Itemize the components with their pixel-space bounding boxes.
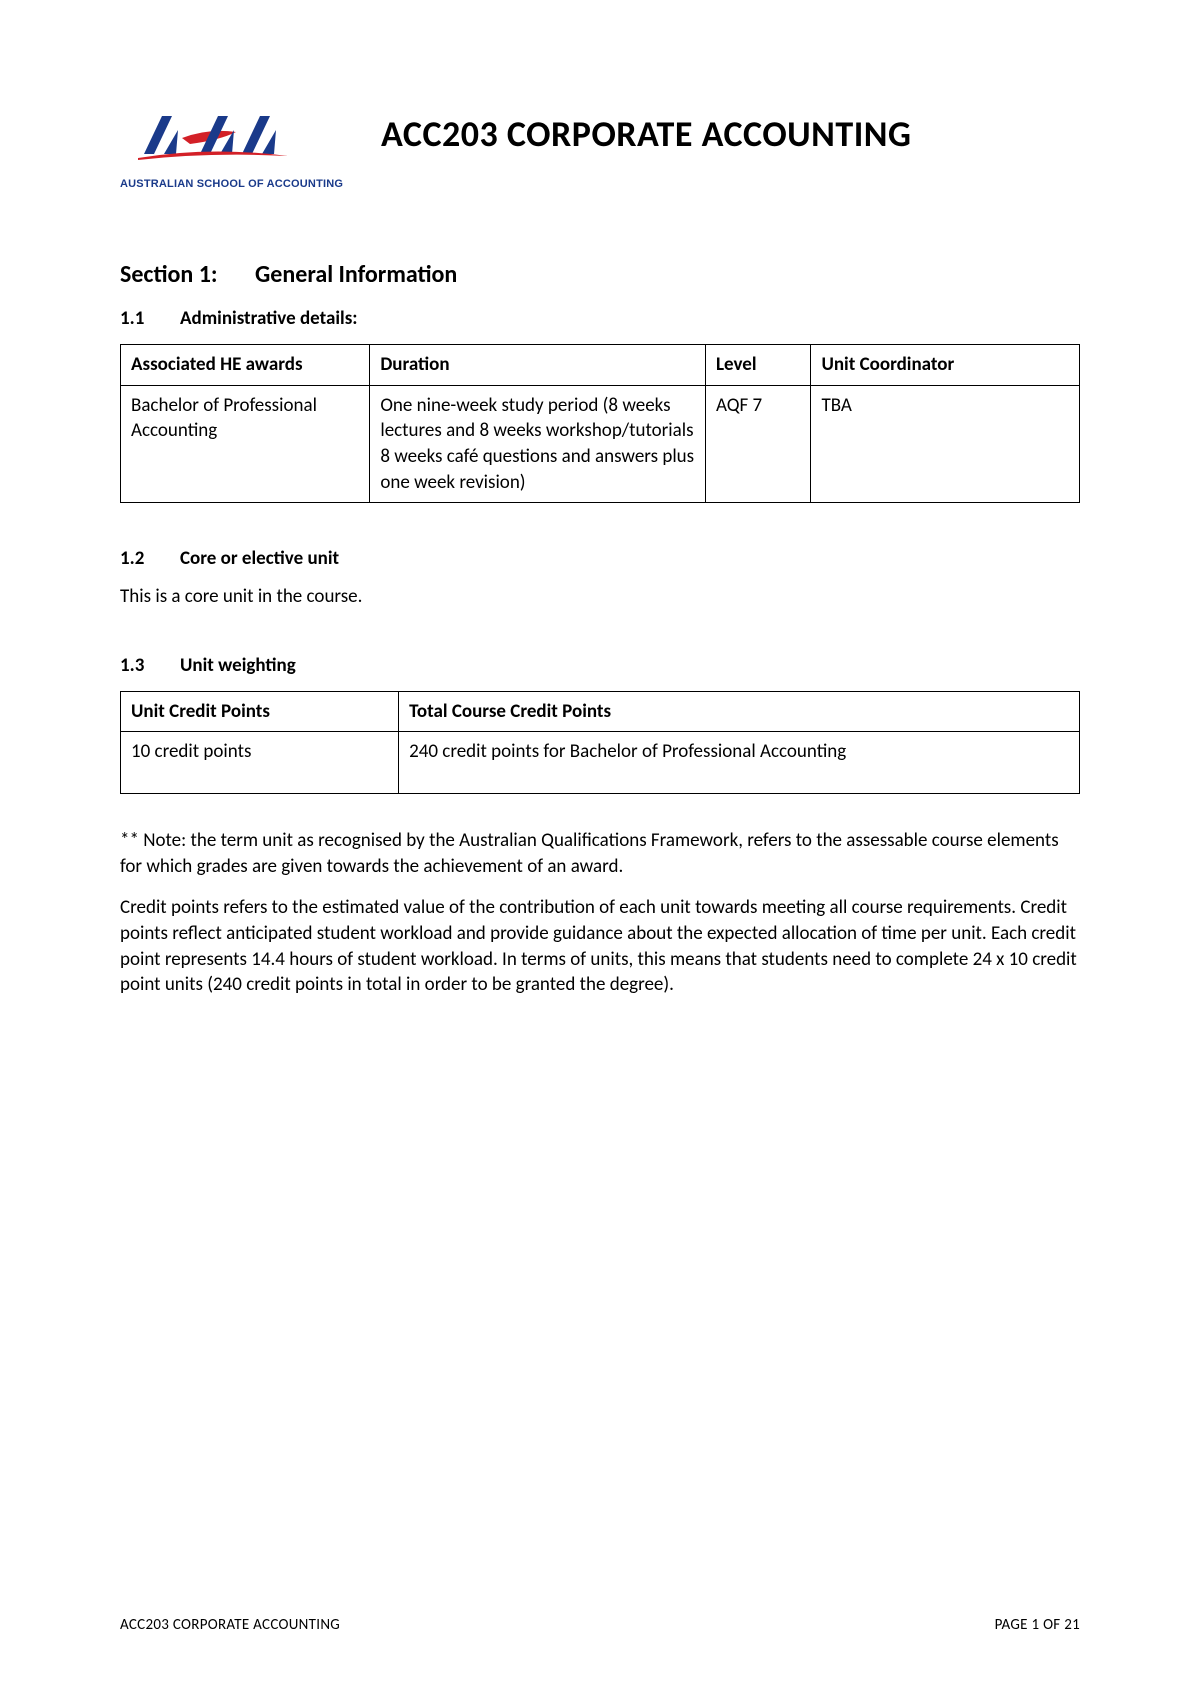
footer-left: ACC203 CORPORATE ACCOUNTING	[120, 1616, 340, 1634]
table-header: Unit Coordinator	[811, 345, 1080, 386]
table-cell: 240 credit points for Bachelor of Profes…	[399, 732, 1080, 794]
subsection-1-3-heading: 1.3 Unit weighting	[120, 654, 1080, 677]
subsection-1-1-title: Administrative details:	[180, 307, 358, 330]
page-footer: ACC203 CORPORATE ACCOUNTING PAGE 1 OF 21	[120, 1616, 1080, 1634]
note-text-1: ** Note: the term unit as recognised by …	[120, 828, 1080, 879]
document-title: ACC203 CORPORATE ACCOUNTING	[381, 112, 911, 156]
subsection-1-2-title: Core or elective unit	[180, 547, 339, 570]
subsection-1-3-title: Unit weighting	[180, 654, 296, 677]
table-row: Bachelor of Professional Accounting One …	[121, 385, 1080, 503]
section-1-title: General Information	[255, 260, 457, 289]
table-cell: TBA	[811, 385, 1080, 503]
table-header: Associated HE awards	[121, 345, 370, 386]
subsection-1-2-num: 1.2	[120, 547, 180, 570]
subsection-1-2-heading: 1.2 Core or elective unit	[120, 547, 1080, 570]
table-header: Total Course Credit Points	[399, 691, 1080, 732]
subsection-1-2-body: This is a core unit in the course.	[120, 584, 1080, 610]
subsection-1-1-heading: 1.1 Administrative details:	[120, 307, 1080, 330]
logo: AUSTRALIAN SCHOOL OF ACCOUNTING	[120, 110, 305, 190]
table-cell: One nine-week study period (8 weeks lect…	[370, 385, 706, 503]
table-cell: 10 credit points	[121, 732, 399, 794]
table-header: Duration	[370, 345, 706, 386]
table-cell: AQF 7	[705, 385, 810, 503]
table-row: Associated HE awards Duration Level Unit…	[121, 345, 1080, 386]
logo-mark-icon	[120, 110, 305, 174]
document-page: AUSTRALIAN SCHOOL OF ACCOUNTING ACC203 C…	[0, 0, 1200, 1698]
section-1-label: Section 1:	[120, 260, 255, 289]
section-1-heading: Section 1: General Information	[120, 260, 1080, 289]
table-row: Unit Credit Points Total Course Credit P…	[121, 691, 1080, 732]
table-row: 10 credit points 240 credit points for B…	[121, 732, 1080, 794]
table-header: Unit Credit Points	[121, 691, 399, 732]
unit-weighting-table: Unit Credit Points Total Course Credit P…	[120, 691, 1080, 794]
subsection-1-3-num: 1.3	[120, 654, 180, 677]
footer-right: PAGE 1 OF 21	[995, 1616, 1080, 1634]
admin-details-table: Associated HE awards Duration Level Unit…	[120, 344, 1080, 503]
header: AUSTRALIAN SCHOOL OF ACCOUNTING ACC203 C…	[120, 110, 1080, 190]
subsection-1-1-num: 1.1	[120, 307, 180, 330]
note-text-2: Credit points refers to the estimated va…	[120, 895, 1080, 998]
logo-text: AUSTRALIAN SCHOOL OF ACCOUNTING	[120, 178, 305, 190]
table-header: Level	[705, 345, 810, 386]
table-cell: Bachelor of Professional Accounting	[121, 385, 370, 503]
